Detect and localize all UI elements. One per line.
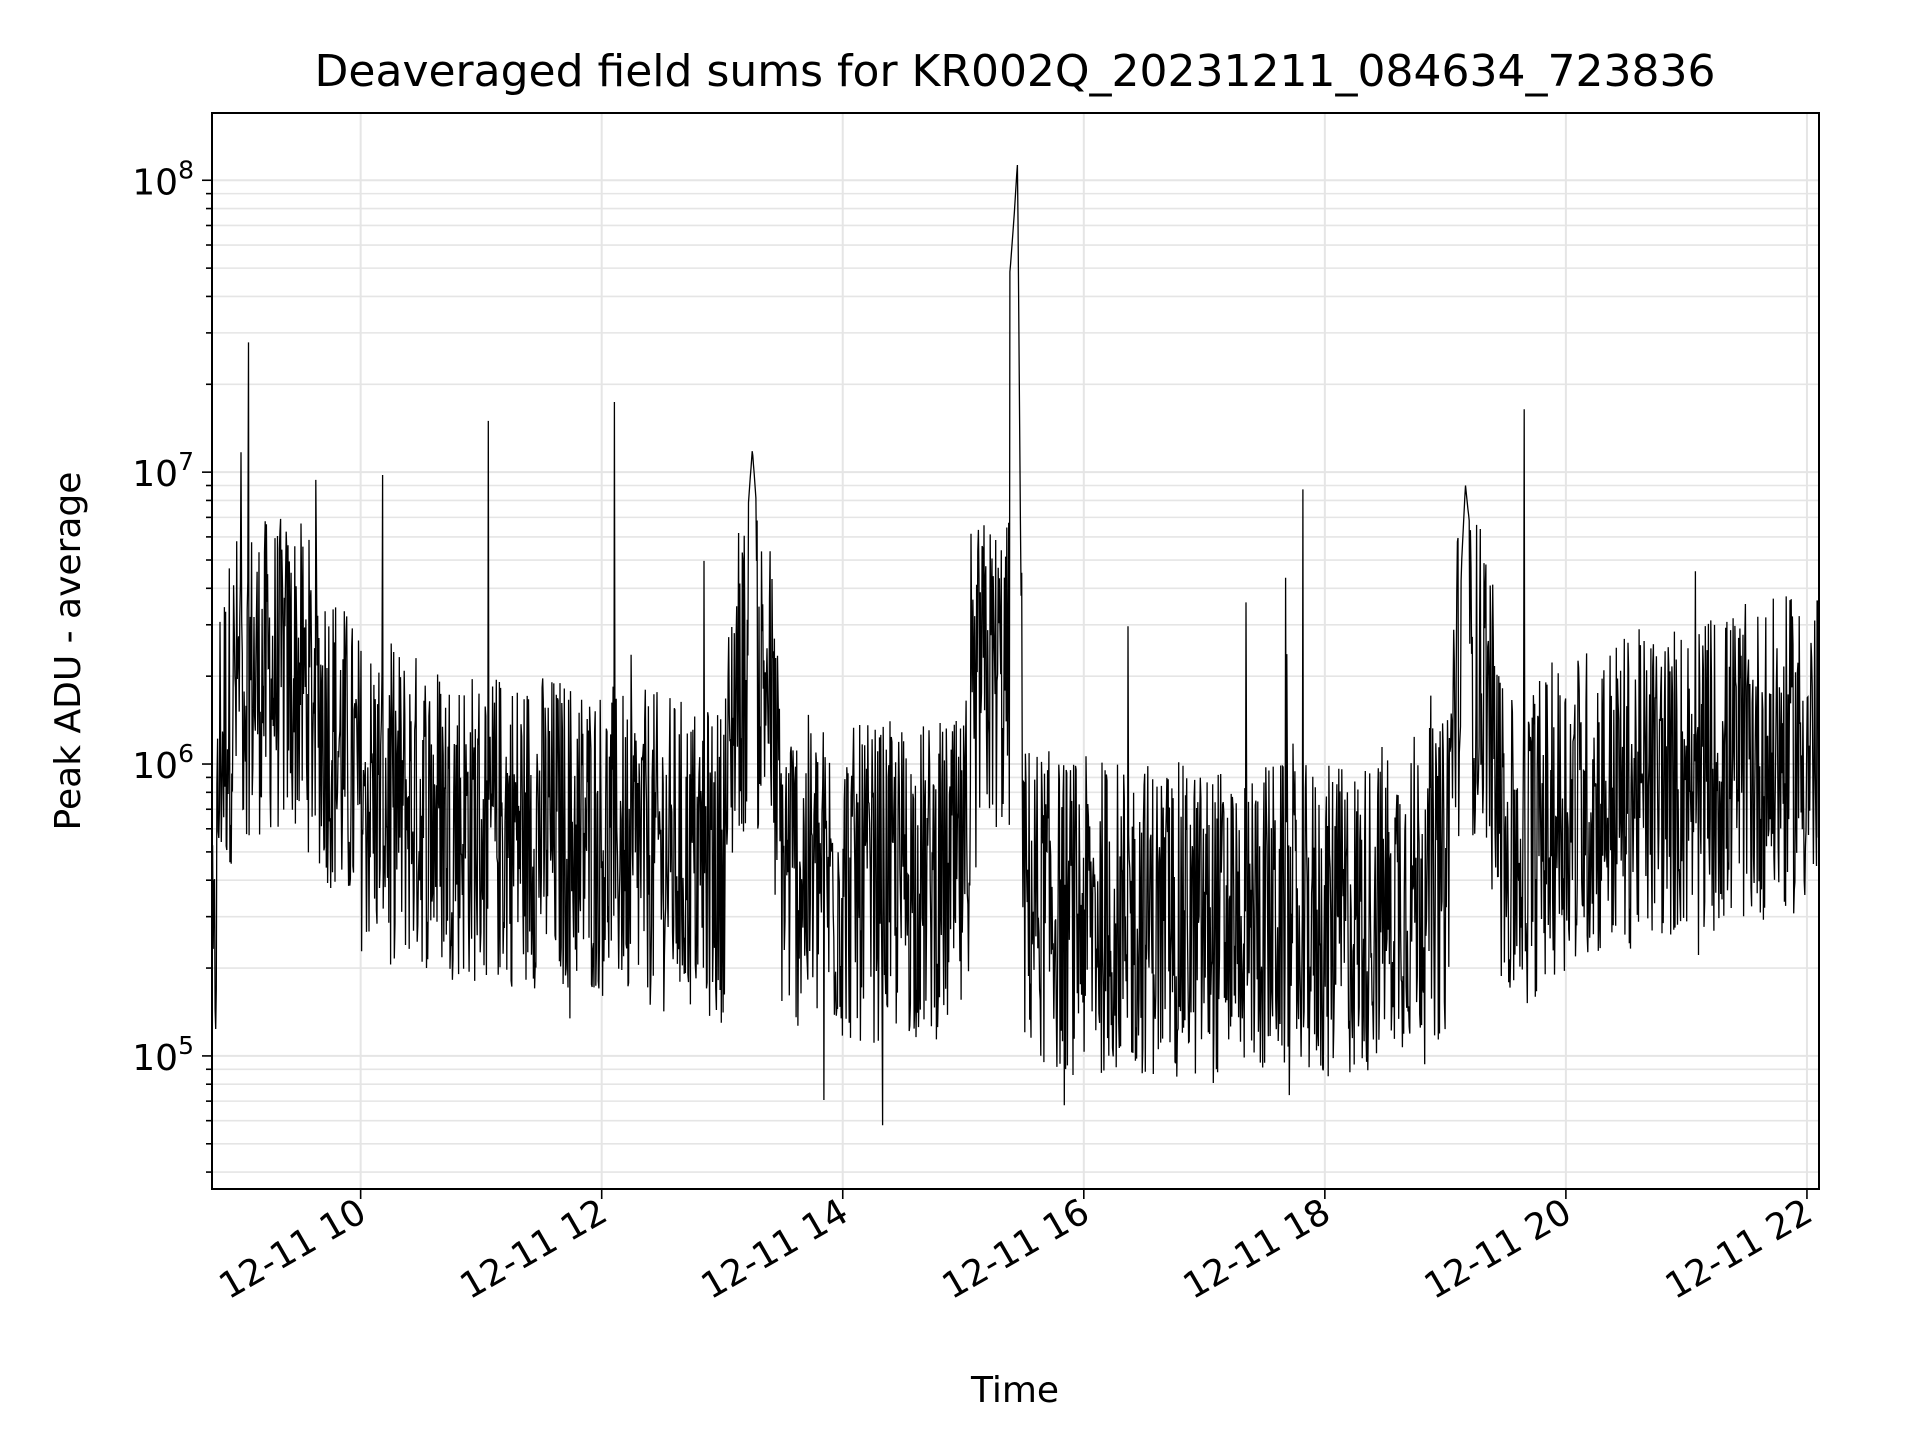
x-axis-label: Time xyxy=(970,1370,1059,1411)
chart-title: Deaveraged field sums for KR002Q_2023121… xyxy=(315,46,1716,97)
y-tick-label: 106 xyxy=(132,739,194,787)
series-line xyxy=(211,164,1820,1126)
series-layer xyxy=(211,164,1820,1126)
y-tick-label: 105 xyxy=(132,1031,194,1079)
y-tick-label: 107 xyxy=(132,447,194,495)
plot-frame xyxy=(211,112,1820,1190)
y-tick-label: 108 xyxy=(132,155,194,203)
y-axis-label: Peak ADU - average xyxy=(48,472,89,831)
